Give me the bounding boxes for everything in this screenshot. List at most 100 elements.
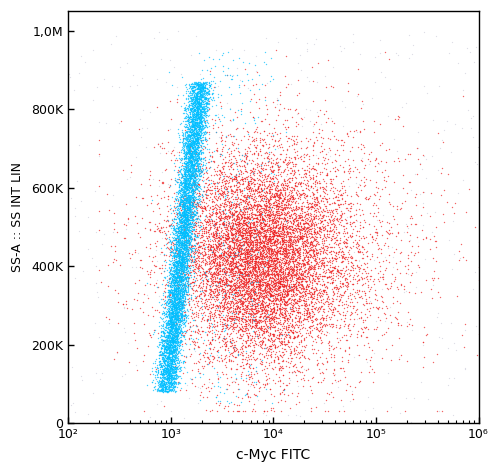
Point xyxy=(196,158,204,165)
Point xyxy=(176,253,184,260)
Point xyxy=(223,247,231,255)
Point xyxy=(168,295,176,302)
Point xyxy=(247,245,255,252)
Point xyxy=(160,367,168,374)
Point xyxy=(258,281,266,289)
Point xyxy=(340,311,348,319)
Point xyxy=(202,305,210,313)
Point xyxy=(274,271,281,278)
Point xyxy=(227,163,235,170)
Point xyxy=(172,294,180,301)
Point xyxy=(216,166,224,174)
Point xyxy=(297,272,305,279)
Point xyxy=(292,257,300,264)
Point xyxy=(297,271,305,279)
Point xyxy=(172,253,179,261)
Point xyxy=(172,368,180,375)
Point xyxy=(246,302,254,309)
Point xyxy=(199,188,207,195)
Point xyxy=(167,263,175,271)
Point xyxy=(328,250,336,257)
Point xyxy=(200,56,208,64)
Point xyxy=(166,358,174,365)
Point xyxy=(162,324,170,332)
Point xyxy=(212,227,220,234)
Point xyxy=(231,245,239,252)
Point xyxy=(174,196,182,204)
Point xyxy=(267,297,275,305)
Point xyxy=(269,173,277,180)
Point xyxy=(192,107,200,114)
Point xyxy=(190,103,198,110)
Point xyxy=(162,351,170,359)
Point xyxy=(176,273,184,280)
Point xyxy=(156,381,164,388)
Point xyxy=(180,211,188,219)
Point xyxy=(178,287,186,294)
Point xyxy=(228,222,236,230)
Point xyxy=(254,248,262,256)
Point xyxy=(300,353,308,361)
Point xyxy=(180,176,188,184)
Point xyxy=(204,100,212,108)
Point xyxy=(290,324,298,331)
Point xyxy=(194,181,202,188)
Point xyxy=(252,378,260,386)
Point xyxy=(191,98,199,106)
Point xyxy=(191,220,199,228)
Point xyxy=(456,254,464,262)
Point xyxy=(124,219,132,226)
Point xyxy=(334,286,342,293)
Point xyxy=(170,285,178,293)
Point xyxy=(170,318,178,326)
Point xyxy=(195,105,203,113)
Point xyxy=(194,121,202,129)
Point xyxy=(282,204,290,211)
Point xyxy=(164,312,172,320)
Point xyxy=(165,333,173,341)
Point xyxy=(276,262,284,269)
Point xyxy=(184,216,192,223)
Point xyxy=(243,248,251,256)
Point xyxy=(166,288,173,296)
Point xyxy=(176,275,184,283)
Point xyxy=(174,313,182,320)
Point xyxy=(260,287,268,295)
Point xyxy=(136,305,144,312)
Point xyxy=(258,224,266,232)
Point xyxy=(179,219,187,226)
Point xyxy=(176,138,184,146)
Point xyxy=(170,230,177,238)
Point xyxy=(280,251,288,258)
Point xyxy=(266,307,274,315)
Point xyxy=(202,259,209,266)
Point xyxy=(267,205,275,213)
Point xyxy=(230,190,237,197)
Point xyxy=(170,316,178,324)
Point xyxy=(224,206,232,214)
Point xyxy=(172,343,179,351)
Point xyxy=(316,255,324,263)
Point xyxy=(256,210,264,218)
Point xyxy=(222,227,230,235)
Point xyxy=(178,244,186,252)
Point xyxy=(272,253,280,261)
Point xyxy=(259,294,267,302)
Point xyxy=(290,132,298,140)
Point xyxy=(238,237,246,245)
Point xyxy=(220,164,228,171)
Point xyxy=(202,119,210,126)
Point xyxy=(194,144,202,151)
Point xyxy=(176,242,184,249)
Point xyxy=(286,248,294,255)
Point xyxy=(276,325,283,333)
Point xyxy=(412,268,420,276)
Point xyxy=(240,214,248,221)
Point xyxy=(172,300,180,307)
Point xyxy=(242,233,250,241)
Point xyxy=(181,210,189,218)
Point xyxy=(295,250,303,257)
Point xyxy=(198,193,206,201)
Point xyxy=(178,200,186,208)
Point xyxy=(182,305,190,313)
